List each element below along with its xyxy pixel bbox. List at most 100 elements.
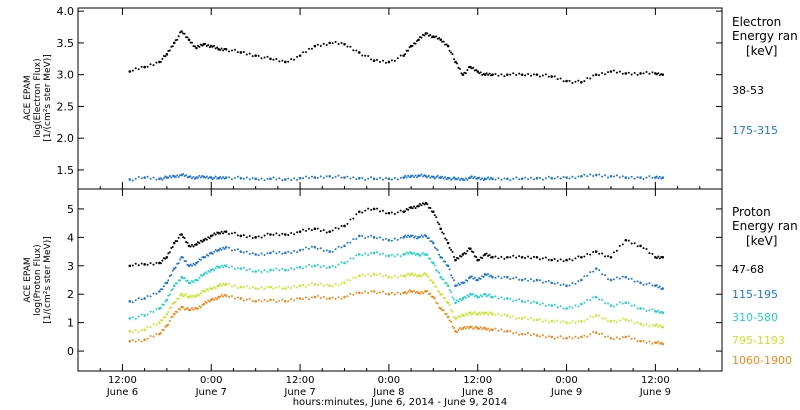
electron-point [411, 174, 414, 177]
proton-point [296, 251, 299, 254]
electron-point [553, 177, 556, 180]
electron-point [287, 60, 290, 63]
proton-point [390, 211, 393, 214]
proton-point [325, 297, 328, 300]
proton-point [140, 313, 143, 316]
electron-point [615, 71, 618, 74]
electron-point [571, 81, 574, 84]
proton-point [598, 269, 601, 272]
proton-point [598, 298, 601, 301]
proton-point [450, 274, 453, 277]
proton-point [346, 260, 349, 263]
proton-point [322, 249, 325, 252]
electron-point [322, 176, 325, 179]
proton-point [196, 241, 199, 244]
electron-point [399, 176, 402, 179]
proton-point [140, 262, 143, 265]
electron-legend-entry: 175-315 [732, 124, 778, 137]
x-tick-day-label: June 9 [639, 387, 671, 398]
proton-point [618, 301, 621, 304]
proton-point [429, 292, 432, 295]
electron-point [427, 34, 430, 37]
electron-point [155, 61, 158, 64]
proton-point [580, 335, 583, 339]
proton-point [424, 273, 428, 276]
proton-point [307, 263, 310, 266]
electron-point [239, 51, 243, 54]
electron-point [598, 74, 601, 77]
electron-point [636, 73, 639, 76]
electron-point [161, 57, 164, 60]
proton-point [565, 336, 568, 340]
electron-point [639, 72, 642, 75]
proton-point [568, 284, 571, 287]
proton-point [515, 331, 518, 334]
proton-point [213, 232, 216, 235]
proton-point [592, 250, 595, 253]
proton-point [198, 276, 201, 279]
proton-point [170, 274, 173, 277]
proton-point [367, 254, 370, 257]
proton-point [433, 297, 436, 300]
electron-point [497, 177, 500, 180]
electron-point [165, 53, 169, 56]
proton-point [140, 298, 143, 301]
proton-point [251, 237, 254, 240]
proton-point [361, 234, 364, 237]
proton-point [219, 282, 222, 285]
proton-point [624, 335, 628, 339]
electron-point [455, 62, 458, 65]
proton-point [195, 243, 198, 246]
electron-point [251, 55, 254, 58]
electron-point [515, 176, 518, 179]
electron-point [544, 177, 547, 180]
proton-point [451, 310, 454, 313]
electron-point [442, 40, 445, 43]
proton-point [182, 295, 185, 298]
electron-point [457, 66, 460, 69]
electron-point [370, 176, 373, 179]
proton-point [658, 342, 661, 345]
electron-point [204, 176, 207, 179]
electron-point [424, 32, 428, 35]
proton-point [478, 259, 481, 262]
proton-point [302, 284, 305, 287]
proton-point [494, 313, 497, 316]
proton-point [278, 269, 281, 272]
electron-point [559, 177, 562, 180]
electron-point [402, 176, 406, 179]
electron-point [524, 74, 527, 77]
proton-point [396, 291, 399, 294]
electron-point [491, 177, 494, 181]
proton-point [376, 292, 379, 295]
proton-point [592, 331, 595, 334]
electron-point [248, 52, 251, 55]
proton-point [233, 231, 236, 234]
proton-point [466, 294, 469, 297]
proton-point [648, 325, 651, 328]
proton-point [180, 233, 183, 236]
proton-point [211, 288, 214, 291]
proton-point [527, 332, 530, 335]
electron-point [413, 176, 416, 179]
proton-point [211, 252, 214, 255]
proton-point [506, 297, 509, 300]
proton-point [515, 256, 518, 259]
electron-point [464, 177, 467, 180]
proton-point [343, 295, 346, 299]
electron-point [266, 177, 269, 180]
electron-point [432, 175, 435, 179]
proton-point [556, 336, 559, 339]
electron-point [478, 176, 481, 179]
proton-point [352, 217, 355, 220]
proton-point [337, 284, 340, 287]
electron-point [494, 178, 497, 181]
proton-point [478, 296, 481, 299]
proton-point [601, 252, 604, 255]
proton-point [171, 315, 174, 318]
electron-point [219, 175, 222, 178]
electron-point [242, 177, 245, 180]
proton-point [432, 241, 435, 245]
proton-point [304, 265, 307, 268]
proton-point [152, 292, 155, 295]
